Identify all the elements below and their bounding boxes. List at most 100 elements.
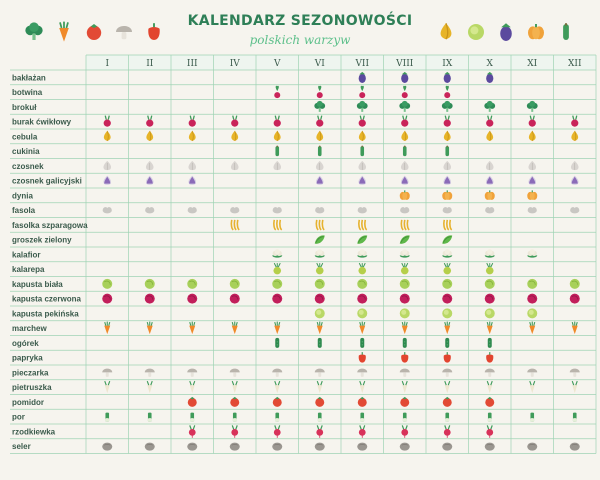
parsley-root-icon [401, 380, 408, 394]
parsley-root-icon [444, 380, 451, 394]
parsley-root-icon [529, 380, 536, 394]
purple-garlic-icon [443, 175, 452, 185]
vegetable-label: papryka [12, 354, 43, 363]
month-label: XII [568, 59, 582, 69]
kohlrabi-icon [273, 262, 282, 275]
carrot-icon [401, 321, 408, 335]
vegetable-label: botwina [12, 88, 43, 97]
leek-icon [530, 412, 535, 422]
leek-icon [402, 412, 407, 422]
broccoli-icon [526, 100, 538, 112]
onion-icon [486, 130, 494, 142]
purple-garlic-icon [485, 175, 494, 185]
onion-icon [358, 130, 366, 142]
purple-garlic-icon [358, 175, 367, 185]
white-cabbage-icon [484, 278, 495, 289]
vegetable-label: czosnek galicyjski [12, 177, 82, 186]
beet-leaf-icon [444, 85, 451, 99]
carrot-icon [486, 321, 493, 335]
chinese-cabbage-icon [484, 308, 495, 319]
vegetable-label: seler [12, 442, 31, 451]
garlic-icon [145, 160, 154, 171]
parsley-root-icon [486, 380, 493, 394]
vegetable-label: pietruszka [12, 383, 52, 392]
radish-icon [358, 425, 366, 438]
leek-icon [105, 412, 110, 422]
vegetable-label: marchew [12, 324, 47, 333]
leek-icon [445, 412, 450, 422]
zucchini-icon [360, 145, 365, 157]
broccoli-icon [484, 100, 496, 112]
beet-icon [358, 115, 366, 127]
vegetable-label: kalarepa [12, 265, 45, 274]
vegetable-label: fasola [12, 206, 36, 215]
kohlrabi-icon [443, 262, 452, 275]
red-cabbage-icon [102, 293, 113, 304]
green-bean-icon [400, 219, 410, 231]
garlic-icon [103, 160, 112, 171]
garlic-icon [485, 160, 494, 171]
beet-leaf-icon [401, 85, 408, 99]
mushroom-icon [527, 368, 538, 377]
vegetable-label: kalafior [12, 250, 40, 259]
celeriac-icon [442, 442, 453, 451]
month-label: X [487, 59, 494, 69]
parsley-root-icon [274, 380, 281, 394]
vegetable-label: fasolka szparagowa [12, 221, 88, 230]
onion-icon [146, 130, 154, 142]
purple-garlic-icon [570, 175, 579, 185]
pumpkin-icon [399, 190, 410, 200]
white-cabbage-icon [229, 278, 240, 289]
celeriac-icon [187, 442, 198, 451]
pumpkin-icon [442, 190, 453, 200]
beet-icon [188, 115, 196, 127]
chinese-cabbage-icon [314, 308, 325, 319]
cauliflower-icon [527, 249, 538, 258]
parsley-root-icon [359, 380, 366, 394]
garlic-icon [188, 160, 197, 171]
beet-icon [103, 115, 111, 127]
red-cabbage-icon [314, 293, 325, 304]
white-cabbage-icon [314, 278, 325, 289]
mushroom-icon [272, 368, 283, 377]
broccoli-icon [25, 22, 43, 40]
chinese-cabbage-icon [442, 308, 453, 319]
celeriac-icon [314, 442, 325, 451]
red-cabbage-icon [569, 293, 580, 304]
red-cabbage-icon [187, 293, 198, 304]
radish-icon [443, 425, 451, 438]
white-cabbage-icon [144, 278, 155, 289]
mushroom-icon [102, 368, 113, 377]
pepper-icon [443, 352, 451, 363]
green-bean-icon [315, 219, 325, 231]
vegetable-label: burak ćwikłowy [12, 118, 72, 127]
parsley-root-icon [146, 380, 153, 394]
white-cabbage-icon [272, 278, 283, 289]
pea-icon [357, 235, 368, 244]
radish-icon [231, 425, 239, 438]
pumpkin-icon [528, 24, 544, 40]
mushroom-icon [187, 368, 198, 377]
vegetable-label: dynia [12, 191, 33, 200]
red-cabbage-icon [144, 293, 155, 304]
garlic-icon [443, 160, 452, 171]
red-cabbage-icon [442, 293, 453, 304]
leek-icon [147, 412, 152, 422]
celeriac-icon [357, 442, 368, 451]
kohlrabi-icon [485, 262, 494, 275]
beet-leaf-icon [359, 85, 366, 99]
cucumber-icon [360, 337, 365, 348]
radish-icon [401, 425, 409, 438]
mushroom-icon [116, 26, 132, 40]
vegetable-label: ogórek [12, 339, 39, 348]
vegetable-label: rzodkiewka [12, 427, 56, 436]
pepper-icon [148, 23, 160, 40]
vegetable-label: por [12, 413, 25, 422]
cauliflower-icon [314, 249, 325, 258]
radish-icon [316, 425, 324, 438]
tomato-icon [485, 396, 495, 407]
garlic-icon [273, 160, 282, 171]
purple-garlic-icon [315, 175, 324, 185]
vegetable-label: czosnek [12, 162, 44, 171]
red-cabbage-icon [484, 293, 495, 304]
